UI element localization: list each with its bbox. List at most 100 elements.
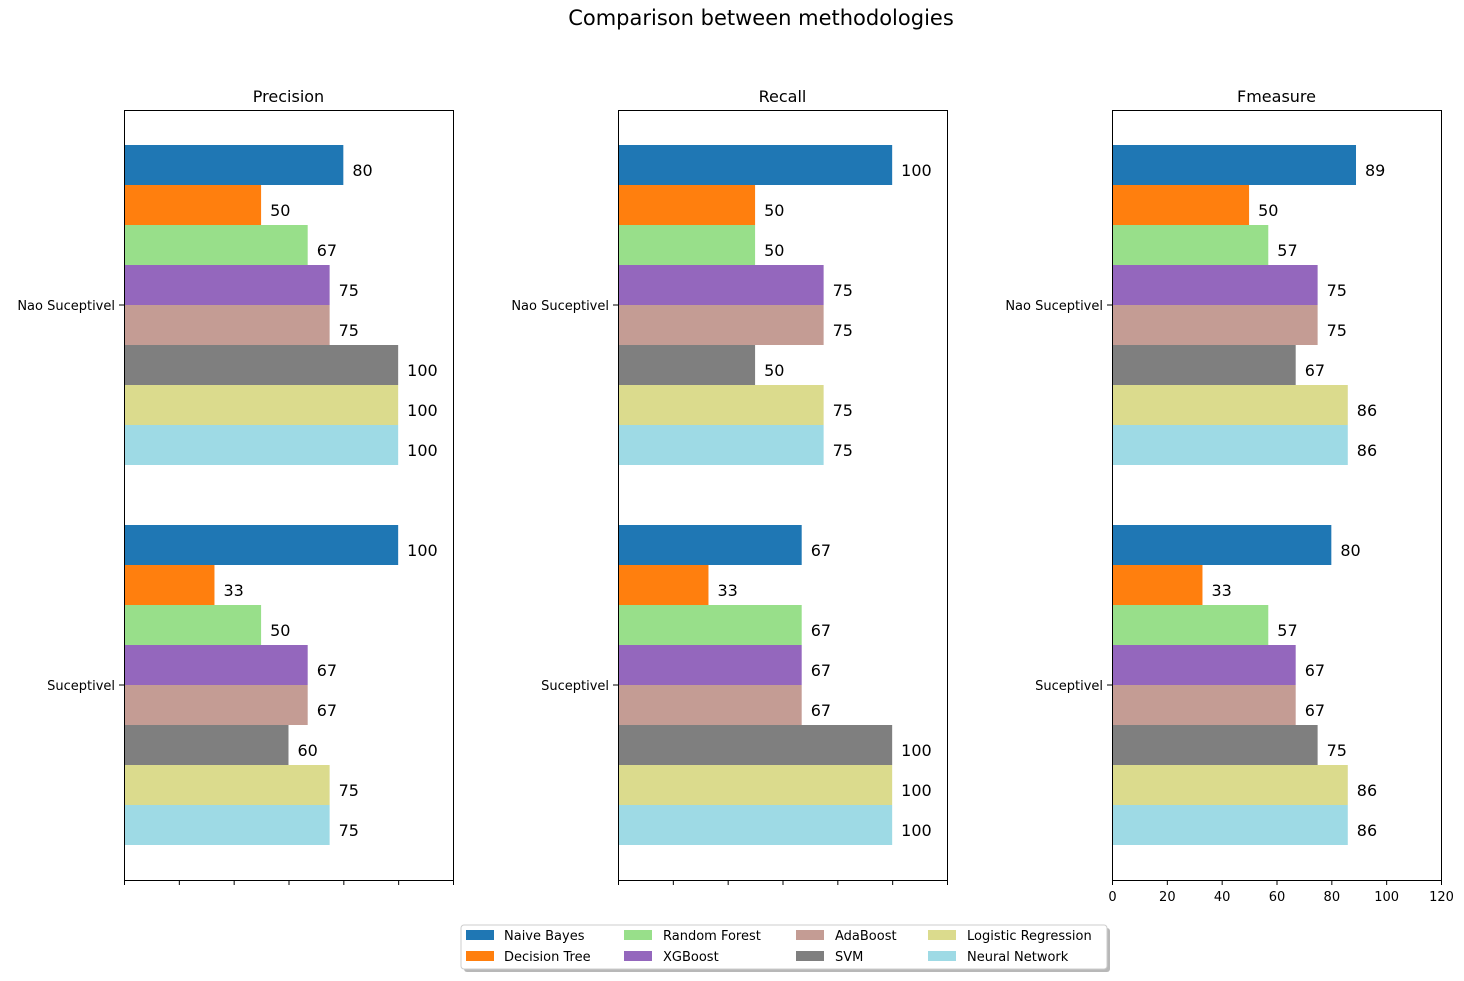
bar-precision-suceptivel-svm	[124, 725, 289, 765]
bar-fmeasure-suceptivel-decision-tree	[1112, 565, 1203, 605]
data-label-recall-nao-suceptivel-adaboost: 75	[833, 321, 853, 340]
data-label-precision-nao-suceptivel-random-forest: 67	[317, 241, 337, 260]
bar-precision-nao-suceptivel-adaboost	[124, 305, 330, 345]
data-label-fmeasure-nao-suceptivel-adaboost: 75	[1327, 321, 1347, 340]
panel-title-fmeasure: Fmeasure	[1237, 87, 1316, 106]
bar-fmeasure-nao-suceptivel-adaboost	[1112, 305, 1318, 345]
data-label-precision-suceptivel-adaboost: 67	[317, 701, 337, 720]
bar-recall-suceptivel-neural-network	[618, 805, 893, 845]
bar-precision-nao-suceptivel-decision-tree	[124, 185, 262, 225]
bar-precision-suceptivel-logistic-regression	[124, 765, 330, 805]
data-label-precision-nao-suceptivel-xgboost: 75	[339, 281, 359, 300]
panel-recall: Recall 100 50 50 75 75 50 75 75 Nao Suceptivel 67 3…	[511, 87, 948, 885]
bar-recall-nao-suceptivel-logistic-regression	[618, 385, 824, 425]
bar-fmeasure-nao-suceptivel-decision-tree	[1112, 185, 1250, 225]
data-label-recall-nao-suceptivel-svm: 50	[764, 361, 784, 380]
legend-swatch-decision-tree	[466, 951, 494, 961]
data-label-precision-suceptivel-xgboost: 67	[317, 661, 337, 680]
bar-recall-nao-suceptivel-naive-bayes	[618, 145, 893, 185]
data-label-precision-suceptivel-neural-network: 75	[339, 821, 359, 840]
legend-swatch-neural-network	[928, 951, 956, 961]
x-tick-label: 80	[1324, 890, 1341, 905]
x-tick-label: 20	[1159, 890, 1176, 905]
data-label-fmeasure-nao-suceptivel-logistic-regression: 86	[1357, 401, 1377, 420]
figure-title: Comparison between methodologies	[568, 6, 954, 30]
data-label-precision-nao-suceptivel-adaboost: 75	[339, 321, 359, 340]
data-label-precision-suceptivel-decision-tree: 33	[223, 581, 243, 600]
bar-fmeasure-suceptivel-random-forest	[1112, 605, 1269, 645]
bar-recall-nao-suceptivel-decision-tree	[618, 185, 756, 225]
data-label-precision-suceptivel-random-forest: 50	[270, 621, 290, 640]
x-tick-label: 0	[1108, 890, 1116, 905]
bar-precision-suceptivel-xgboost	[124, 645, 308, 685]
data-label-precision-suceptivel-naive-bayes: 100	[407, 541, 438, 560]
data-label-fmeasure-suceptivel-decision-tree: 33	[1211, 581, 1231, 600]
bar-precision-suceptivel-adaboost	[124, 685, 308, 725]
bar-fmeasure-suceptivel-svm	[1112, 725, 1318, 765]
y-tick-label-nao-suceptivel: Nao Suceptivel	[17, 299, 115, 314]
panel-title-precision: Precision	[253, 87, 324, 106]
data-label-fmeasure-nao-suceptivel-naive-bayes: 89	[1365, 161, 1385, 180]
legend-label-neural-network: Neural Network	[967, 950, 1069, 965]
data-label-recall-nao-suceptivel-decision-tree: 50	[764, 201, 784, 220]
y-tick-label-suceptivel: Suceptivel	[541, 679, 609, 694]
bar-fmeasure-nao-suceptivel-random-forest	[1112, 225, 1269, 265]
legend-swatch-random-forest	[624, 930, 652, 940]
legend-swatch-xgboost	[624, 951, 652, 961]
data-label-recall-nao-suceptivel-random-forest: 50	[764, 241, 784, 260]
bar-fmeasure-suceptivel-naive-bayes	[1112, 525, 1332, 565]
data-label-recall-suceptivel-logistic-regression: 100	[901, 781, 932, 800]
legend-label-decision-tree: Decision Tree	[504, 950, 591, 965]
data-label-precision-nao-suceptivel-decision-tree: 50	[270, 201, 290, 220]
legend-swatch-adaboost	[796, 930, 824, 940]
bar-precision-nao-suceptivel-svm	[124, 345, 399, 385]
bar-fmeasure-nao-suceptivel-xgboost	[1112, 265, 1318, 305]
bar-precision-suceptivel-decision-tree	[124, 565, 215, 605]
data-label-recall-nao-suceptivel-neural-network: 75	[833, 441, 853, 460]
data-label-fmeasure-nao-suceptivel-svm: 67	[1305, 361, 1325, 380]
y-tick-label-nao-suceptivel: Nao Suceptivel	[1005, 299, 1103, 314]
bar-precision-suceptivel-neural-network	[124, 805, 330, 845]
y-tick-label-suceptivel: Suceptivel	[1035, 679, 1103, 694]
bar-recall-suceptivel-xgboost	[618, 645, 802, 685]
bar-recall-nao-suceptivel-neural-network	[618, 425, 824, 465]
data-label-recall-suceptivel-random-forest: 67	[811, 621, 831, 640]
data-label-recall-suceptivel-adaboost: 67	[811, 701, 831, 720]
bar-fmeasure-suceptivel-adaboost	[1112, 685, 1296, 725]
data-label-fmeasure-suceptivel-xgboost: 67	[1305, 661, 1325, 680]
data-label-recall-suceptivel-svm: 100	[901, 741, 932, 760]
bar-recall-suceptivel-svm	[618, 725, 893, 765]
x-tick-label: 100	[1374, 890, 1399, 905]
data-label-precision-suceptivel-svm: 60	[298, 741, 318, 760]
bar-precision-nao-suceptivel-logistic-regression	[124, 385, 399, 425]
bar-fmeasure-nao-suceptivel-logistic-regression	[1112, 385, 1348, 425]
bar-recall-suceptivel-naive-bayes	[618, 525, 802, 565]
data-label-fmeasure-nao-suceptivel-random-forest: 57	[1277, 241, 1297, 260]
panel-title-recall: Recall	[759, 87, 807, 106]
data-label-fmeasure-nao-suceptivel-decision-tree: 50	[1258, 201, 1278, 220]
data-label-fmeasure-suceptivel-logistic-regression: 86	[1357, 781, 1377, 800]
bar-recall-nao-suceptivel-random-forest	[618, 225, 756, 265]
bar-precision-suceptivel-random-forest	[124, 605, 262, 645]
bar-fmeasure-suceptivel-neural-network	[1112, 805, 1348, 845]
data-label-fmeasure-suceptivel-adaboost: 67	[1305, 701, 1325, 720]
data-label-fmeasure-suceptivel-svm: 75	[1327, 741, 1347, 760]
data-label-fmeasure-suceptivel-random-forest: 57	[1277, 621, 1297, 640]
data-label-fmeasure-suceptivel-neural-network: 86	[1357, 821, 1377, 840]
bar-recall-suceptivel-logistic-regression	[618, 765, 893, 805]
data-label-precision-nao-suceptivel-naive-bayes: 80	[352, 161, 372, 180]
data-label-precision-nao-suceptivel-logistic-regression: 100	[407, 401, 438, 420]
data-label-recall-suceptivel-decision-tree: 33	[717, 581, 737, 600]
legend: Naive Bayes Decision Tree Random Forest XGB…	[460, 924, 1110, 972]
data-label-recall-nao-suceptivel-logistic-regression: 75	[833, 401, 853, 420]
data-label-fmeasure-nao-suceptivel-xgboost: 75	[1327, 281, 1347, 300]
data-label-recall-nao-suceptivel-naive-bayes: 100	[901, 161, 932, 180]
bar-precision-nao-suceptivel-random-forest	[124, 225, 308, 265]
legend-label-svm: SVM	[835, 950, 863, 965]
data-label-recall-suceptivel-neural-network: 100	[901, 821, 932, 840]
bar-recall-suceptivel-adaboost	[618, 685, 802, 725]
bar-recall-suceptivel-random-forest	[618, 605, 802, 645]
bar-precision-nao-suceptivel-naive-bayes	[124, 145, 344, 185]
legend-label-adaboost: AdaBoost	[835, 929, 897, 944]
legend-label-naive-bayes: Naive Bayes	[504, 929, 585, 944]
